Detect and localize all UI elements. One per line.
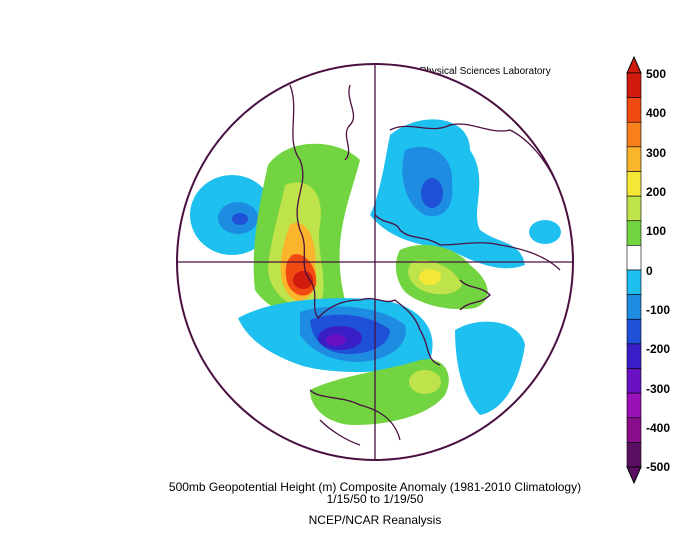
colorbar-segment bbox=[626, 318, 642, 345]
tick-label: 100 bbox=[646, 224, 667, 238]
tick-label: -200 bbox=[646, 342, 671, 356]
anomaly-atlantic-neg bbox=[455, 321, 525, 415]
colorbar-segment bbox=[626, 146, 642, 172]
tick-label: 0 bbox=[646, 264, 653, 278]
coastlines bbox=[289, 84, 561, 446]
tick-label: 500 bbox=[646, 67, 667, 81]
colorbar-segment bbox=[626, 417, 642, 443]
colorbar-bottom-arrow bbox=[626, 466, 642, 485]
map-border bbox=[176, 63, 574, 461]
caption-title: 500mb Geopotential Height (m) Composite … bbox=[168, 480, 582, 494]
colorbar-segment bbox=[626, 195, 642, 222]
tick-label: -400 bbox=[646, 421, 671, 435]
credit-label: NOAA Physical Sciences Laboratory bbox=[389, 66, 551, 77]
anomaly-pacific-neg-center bbox=[232, 213, 248, 225]
tick-label: 400 bbox=[646, 106, 667, 120]
colorbar-segment bbox=[626, 343, 642, 369]
tick-label: -500 bbox=[646, 460, 671, 474]
colorbar-segment bbox=[626, 294, 642, 320]
tick-label: -100 bbox=[646, 303, 671, 317]
anomaly-namerica-neg-center bbox=[326, 334, 346, 346]
colorbar-segment bbox=[626, 392, 642, 419]
colorbar-segment bbox=[626, 245, 642, 271]
colorbar-segment bbox=[626, 72, 642, 98]
tick-label: 300 bbox=[646, 146, 667, 160]
caption-source: NCEP/NCAR Reanalysis bbox=[308, 513, 442, 527]
anomaly-asia-pos-core bbox=[293, 271, 313, 289]
tick-label: -300 bbox=[646, 382, 671, 396]
anomaly-europe-pos-core bbox=[419, 269, 441, 285]
colorbar-segment bbox=[626, 121, 642, 148]
colorbar-top-arrow bbox=[626, 55, 642, 74]
anomaly-atlantic-pos-core bbox=[409, 370, 441, 394]
colorbar-segment bbox=[626, 220, 642, 246]
colorbar-segment bbox=[626, 97, 642, 123]
colorbar-segment bbox=[626, 442, 642, 468]
anomaly-eurasia-neg-core bbox=[421, 178, 443, 208]
colorbar-segment bbox=[626, 269, 642, 295]
colorbar-segment bbox=[626, 368, 642, 394]
anomaly-east-neg bbox=[529, 220, 561, 244]
tick-label: 200 bbox=[646, 185, 667, 199]
caption-dates: 1/15/50 to 1/19/50 bbox=[326, 492, 424, 506]
colorbar-segment bbox=[626, 171, 642, 197]
